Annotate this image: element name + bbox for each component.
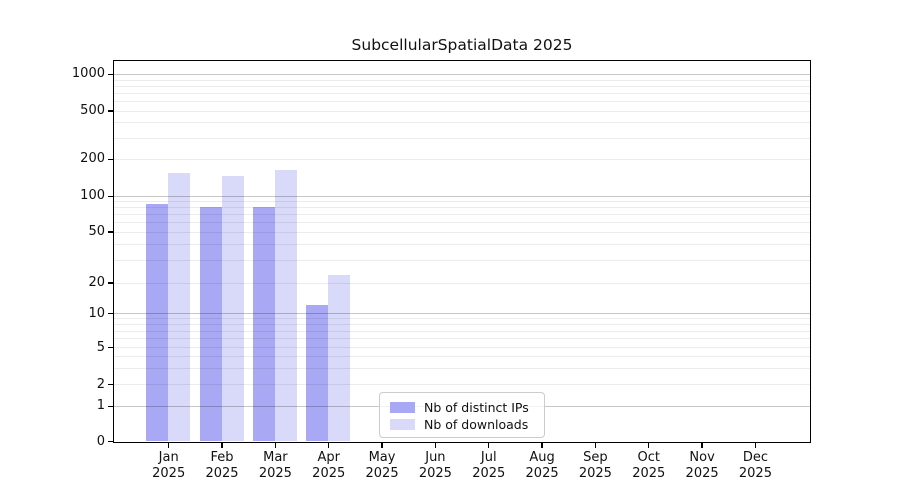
grid-layer	[114, 61, 810, 442]
y-tick-mark-200	[108, 158, 113, 160]
x-tick-mark-jan	[168, 443, 170, 448]
y-tick-mark-20	[108, 282, 113, 284]
bar-downloads-apr	[328, 274, 351, 442]
y-tick-label-10: 10	[88, 305, 105, 321]
x-tick-label-jan: Jan 2025	[152, 450, 186, 481]
bar-downloads-mar	[275, 169, 298, 442]
gridline-8	[114, 324, 810, 326]
x-tick-label-nov: Nov 2025	[685, 450, 719, 481]
gridline-400	[114, 122, 810, 124]
legend-item-distinct-ips: Nb of distinct IPs	[390, 399, 534, 416]
gridline-70	[114, 214, 810, 216]
x-tick-mark-feb	[221, 443, 223, 448]
legend: Nb of distinct IPs Nb of downloads	[379, 392, 545, 438]
legend-swatch-distinct-ips-icon	[390, 402, 415, 413]
gridline-80	[114, 207, 810, 209]
y-tick-label-5: 5	[96, 339, 105, 355]
gridline-5	[114, 347, 810, 349]
x-tick-label-jul: Jul 2025	[472, 450, 506, 481]
y-tick-label-2: 2	[96, 376, 105, 392]
x-tick-mark-jul	[488, 443, 490, 448]
y-tick-label-500: 500	[80, 103, 105, 118]
gridline-800	[114, 85, 810, 87]
gridline-20	[114, 282, 810, 284]
y-tick-mark-1000	[108, 73, 113, 75]
x-tick-label-sep: Sep 2025	[578, 450, 612, 481]
legend-swatch-downloads-icon	[390, 419, 415, 430]
x-tick-mark-may	[381, 443, 383, 448]
chart-title: SubcellularSpatialData 2025	[351, 36, 573, 54]
y-tick-mark-10	[108, 312, 113, 315]
y-tick-mark-100	[108, 195, 113, 197]
y-tick-mark-1	[108, 405, 113, 407]
gridline-300	[114, 137, 810, 139]
gridline-500	[114, 110, 810, 112]
x-tick-mark-sep	[594, 443, 597, 448]
x-tick-label-may: May 2025	[365, 450, 399, 481]
y-tick-label-200: 200	[80, 151, 105, 167]
y-tick-mark-500	[108, 110, 113, 112]
y-tick-label-0: 0	[96, 433, 105, 449]
gridline-10	[114, 313, 810, 315]
gridline-100	[114, 196, 810, 197]
x-tick-label-oct: Oct 2025	[632, 450, 666, 481]
bar-distinct-ips-jan	[146, 204, 169, 442]
bar-distinct-ips-feb	[199, 207, 222, 442]
x-tick-mark-dec	[754, 443, 757, 448]
bar-distinct-ips-mar	[253, 207, 276, 442]
y-tick-label-1000: 1000	[71, 66, 105, 82]
gridline-6	[114, 338, 810, 340]
y-tick-label-100: 100	[80, 188, 105, 204]
bar-downloads-jan	[168, 172, 191, 442]
y-tick-label-20: 20	[88, 275, 105, 290]
y-tick-label-50: 50	[88, 224, 105, 239]
x-tick-mark-nov	[701, 443, 703, 448]
gridline-700	[114, 92, 810, 94]
x-tick-label-aug: Aug 2025	[525, 450, 559, 481]
legend-item-downloads: Nb of downloads	[390, 416, 534, 433]
gridline-3	[114, 367, 810, 369]
gridline-600	[114, 101, 810, 103]
gridline-7	[114, 330, 810, 332]
x-tick-label-apr: Apr 2025	[312, 450, 346, 481]
x-tick-mark-oct	[648, 443, 650, 448]
y-tick-label-1: 1	[96, 398, 105, 414]
x-tick-label-jun: Jun 2025	[418, 450, 452, 481]
x-tick-mark-mar	[274, 443, 277, 448]
x-tick-mark-apr	[328, 443, 330, 448]
gridline-50	[114, 231, 810, 233]
plot-area: Nb of distinct IPs Nb of downloads	[113, 60, 811, 443]
bars-layer	[114, 61, 810, 442]
legend-label-downloads: Nb of downloads	[424, 417, 529, 432]
gridline-2	[114, 384, 810, 386]
gridline-60	[114, 222, 810, 224]
x-tick-mark-aug	[541, 443, 543, 448]
gridline-30	[114, 260, 810, 262]
bar-downloads-feb	[221, 176, 244, 442]
bar-distinct-ips-apr	[306, 305, 329, 442]
gridline-90	[114, 201, 810, 203]
gridline-9	[114, 318, 810, 320]
gridline-1000	[114, 74, 810, 75]
y-tick-mark-50	[108, 231, 113, 233]
x-tick-label-dec: Dec 2025	[738, 450, 772, 481]
x-tick-label-feb: Feb 2025	[205, 450, 239, 481]
gridline-4	[114, 356, 810, 358]
gridline-200	[114, 159, 810, 160]
y-tick-mark-2	[108, 383, 113, 386]
gridline-900	[114, 79, 810, 81]
gridline-40	[114, 244, 810, 246]
y-tick-mark-0	[108, 441, 113, 443]
legend-label-distinct-ips: Nb of distinct IPs	[424, 400, 529, 415]
x-tick-mark-jun	[434, 443, 437, 448]
x-tick-label-mar: Mar 2025	[258, 450, 292, 481]
y-tick-mark-5	[108, 346, 113, 349]
